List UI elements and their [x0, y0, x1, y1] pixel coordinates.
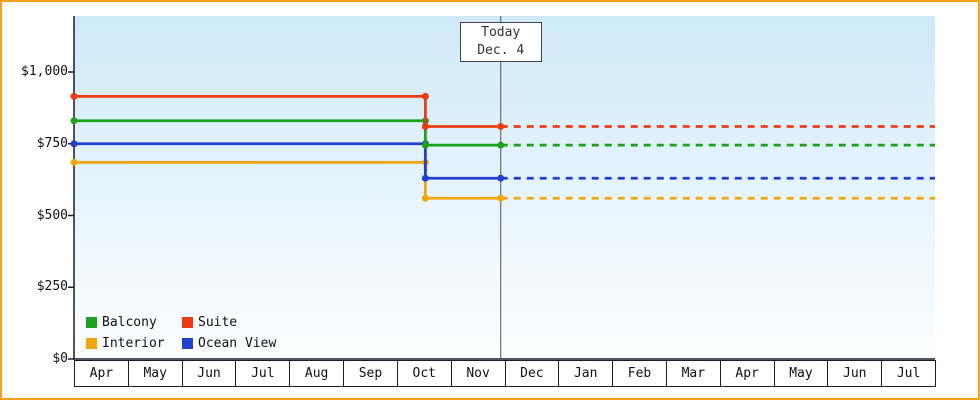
x-axis-month-cell: May	[129, 361, 183, 386]
series-point-balcony	[421, 141, 429, 149]
legend-swatch-ocean-view	[182, 337, 193, 349]
legend-label-ocean-view: Ocean View	[198, 335, 277, 351]
series-line-interior	[74, 161, 501, 200]
series-point-suite	[497, 123, 505, 131]
legend-label-balcony: Balcony	[102, 314, 157, 330]
x-axis-month-cell: Apr	[721, 361, 775, 386]
legend-label-suite: Suite	[198, 314, 238, 330]
series-point-ocean-view	[70, 140, 78, 148]
x-axis-month-cell: Jun	[828, 361, 883, 386]
x-axis-month-cell: Aug	[290, 361, 345, 386]
y-axis-label: $0	[52, 351, 68, 366]
x-axis-month-cell: Jul	[896, 366, 921, 381]
series-point-ocean-view	[421, 174, 429, 182]
legend-item-suite: Suite	[182, 312, 276, 332]
x-axis-month-cell: Jan	[559, 361, 614, 386]
today-marker-date: Dec. 4	[477, 43, 525, 58]
today-marker-label: Today Dec. 4	[459, 22, 542, 62]
legend-swatch-suite	[182, 316, 193, 328]
x-axis-month-cell: Jul	[236, 361, 291, 386]
legend-item-ocean-view: Ocean View	[182, 333, 276, 353]
plot-area	[74, 16, 935, 359]
today-marker-title: Today	[481, 25, 521, 40]
series-line-suite	[74, 95, 501, 128]
y-axis: $1,000 $750 $500 $250 $0	[2, 2, 68, 398]
y-axis-label: $500	[36, 207, 68, 223]
series-line-balcony	[74, 119, 501, 147]
legend-label-interior: Interior	[102, 335, 165, 351]
x-axis-month-cell: May	[775, 361, 829, 386]
legend-swatch-interior	[86, 337, 97, 349]
x-axis-month-cell: Mar	[667, 361, 721, 386]
x-axis-month-cell: Oct	[398, 361, 452, 386]
legend-swatch-balcony	[86, 316, 97, 328]
x-axis-month-cell: Feb	[613, 361, 667, 386]
series-point-suite	[421, 123, 429, 131]
legend: Balcony Suite Interior Ocean View	[86, 312, 276, 353]
series-point-suite	[421, 92, 429, 100]
series-point-balcony	[497, 141, 505, 149]
x-axis-month-cell: Sep	[344, 361, 398, 386]
x-axis-month-cell: Dec	[506, 361, 560, 386]
y-axis-label: $1,000	[21, 64, 68, 79]
series-point-interior	[497, 194, 505, 202]
x-axis: Apr May Jun Jul Aug Sep Oct Nov Dec Jan …	[74, 360, 936, 387]
series-point-interior	[421, 194, 429, 202]
series-point-interior	[70, 158, 78, 166]
series-line-ocean-view	[74, 142, 501, 180]
x-axis-month-cell: Apr	[75, 361, 129, 386]
legend-item-interior: Interior	[86, 333, 182, 353]
y-axis-label: $250	[36, 279, 68, 295]
series-point-suite	[70, 92, 78, 100]
legend-item-balcony: Balcony	[86, 312, 182, 332]
series-point-ocean-view	[497, 174, 505, 182]
x-axis-month-cell: Jun	[183, 361, 237, 386]
series-point-balcony	[70, 117, 78, 125]
x-axis-month-cell: Nov	[452, 361, 506, 386]
y-axis-label: $750	[36, 135, 68, 151]
